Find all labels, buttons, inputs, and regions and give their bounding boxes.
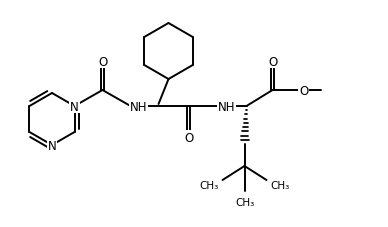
Text: N: N [70, 100, 79, 113]
Text: O: O [184, 131, 193, 144]
Text: N: N [70, 100, 79, 113]
Text: CH₃: CH₃ [270, 180, 290, 190]
Text: NH: NH [218, 100, 235, 113]
Text: O: O [98, 55, 107, 68]
Text: N: N [48, 139, 56, 152]
Text: O: O [268, 55, 277, 68]
Text: O: O [299, 84, 308, 97]
Text: CH₃: CH₃ [199, 180, 218, 190]
Text: N: N [48, 139, 56, 152]
Text: NH: NH [130, 100, 147, 113]
Text: CH₃: CH₃ [235, 197, 254, 207]
